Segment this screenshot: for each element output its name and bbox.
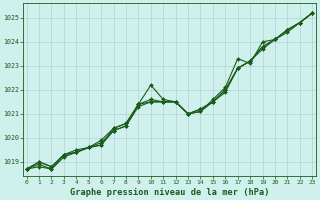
X-axis label: Graphe pression niveau de la mer (hPa): Graphe pression niveau de la mer (hPa) <box>70 188 269 197</box>
